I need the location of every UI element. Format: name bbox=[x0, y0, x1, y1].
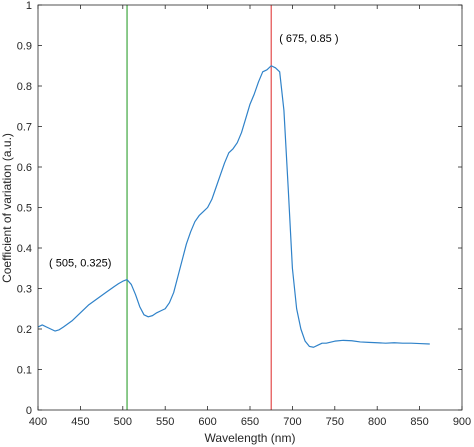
y-tick-label: 0.6 bbox=[17, 162, 32, 174]
y-tick-label: 0.1 bbox=[17, 365, 32, 377]
y-axis-label: Coefficient of variation (a.u.) bbox=[0, 133, 14, 283]
peak-annotation: ( 675, 0.85 ) bbox=[279, 33, 338, 45]
y-tick-label: 1 bbox=[26, 0, 32, 12]
x-tick-label: 800 bbox=[368, 416, 386, 428]
series-layer bbox=[38, 65, 430, 348]
x-tick-label: 850 bbox=[410, 416, 428, 428]
x-tick-label: 900 bbox=[453, 416, 471, 428]
y-tick-label: 0.5 bbox=[17, 203, 32, 215]
x-tick-label: 650 bbox=[241, 416, 259, 428]
reference-lines bbox=[126, 5, 272, 410]
y-tick-label: 0.4 bbox=[17, 243, 32, 255]
x-tick-label: 500 bbox=[114, 416, 132, 428]
y-tick-label: 0.7 bbox=[17, 122, 32, 134]
x-tick-label: 400 bbox=[29, 416, 47, 428]
peak-annotation: ( 505, 0.325) bbox=[49, 257, 111, 269]
y-tick-label: 0.2 bbox=[17, 324, 32, 336]
x-tick-label: 450 bbox=[71, 416, 89, 428]
annotations: ( 505, 0.325) ( 675, 0.85 ) bbox=[49, 33, 338, 270]
x-tick-label: 600 bbox=[198, 416, 216, 428]
y-tick-label: 0 bbox=[26, 405, 32, 417]
ticks: 400 450 500 550 600 650 700 750 800 850 900 0 0.1 0.2… bbox=[17, 0, 471, 428]
plot-frame bbox=[37, 4, 463, 411]
y-tick-label: 0.3 bbox=[17, 284, 32, 296]
series-line bbox=[38, 65, 430, 348]
axes bbox=[37, 4, 463, 411]
y-tick-label: 0.8 bbox=[17, 81, 32, 93]
x-tick-label: 750 bbox=[326, 416, 344, 428]
x-axis-label: Wavelength (nm) bbox=[205, 431, 296, 445]
x-tick-label: 700 bbox=[283, 416, 301, 428]
x-tick-label: 550 bbox=[156, 416, 174, 428]
y-tick-label: 0.9 bbox=[17, 41, 32, 53]
